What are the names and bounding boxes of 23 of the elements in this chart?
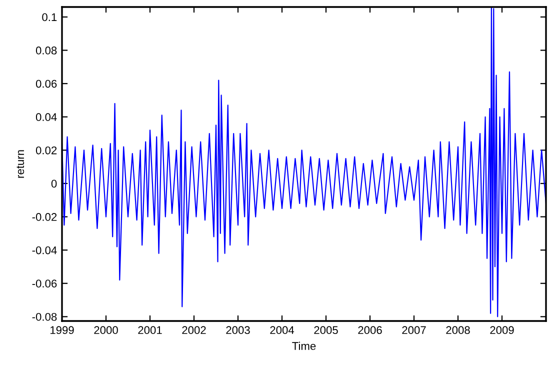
y-tick-label: 0.08	[36, 46, 57, 54]
x-tick-label: 2004	[270, 326, 294, 334]
y-tick-label: -0.08	[32, 312, 57, 321]
x-tick-label: 2001	[138, 326, 162, 334]
x-tick-label: 2000	[94, 326, 118, 334]
x-tick-label: 2002	[182, 326, 206, 334]
y-tick-label: 0.06	[36, 80, 57, 88]
x-tick-label: 2006	[358, 326, 382, 334]
y-tick-label: 0.02	[36, 146, 57, 154]
x-tick-label: 2009	[490, 326, 514, 334]
y-tick-label: -0.04	[32, 246, 57, 254]
y-axis-title: return	[16, 150, 24, 178]
x-tick-label: 2008	[446, 326, 470, 334]
y-tick-label: -0.02	[32, 213, 57, 221]
y-tick-label: 0	[51, 180, 57, 188]
y-tick-label: 0.1	[42, 13, 57, 22]
x-tick-label: 1999	[50, 326, 74, 334]
y-tick-label: -0.06	[32, 280, 57, 288]
x-tick-label: 2007	[402, 326, 426, 334]
x-axis-title: Time	[292, 342, 316, 350]
y-tick-label: 0.04	[36, 113, 57, 122]
x-tick-label: 2005	[314, 326, 338, 334]
x-tick-label: 2003	[226, 326, 250, 334]
